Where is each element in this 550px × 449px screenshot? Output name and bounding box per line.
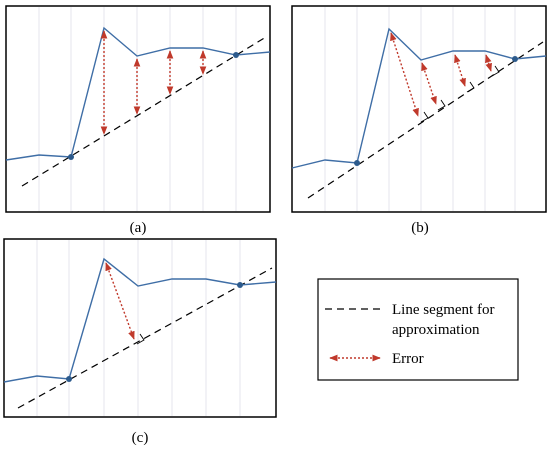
legend-line-label-1: Line segment for (392, 302, 494, 318)
right-angle-marker-icon (420, 65, 500, 123)
panel-c-gridlines (36, 240, 241, 416)
panel-b-error-arrow (421, 62, 437, 105)
panel-b-error-arrow (485, 54, 492, 72)
panel-c: (c) (3, 238, 277, 446)
panel-b-caption: (b) (411, 220, 429, 236)
panel-c-series-line (3, 257, 277, 383)
legend-line-label-2: approximation (392, 322, 480, 338)
panel-b-error-arrow (390, 32, 419, 117)
panel-b: (b) (291, 5, 547, 236)
panel-b-end-point (512, 56, 518, 62)
panel-a-series-line (5, 26, 271, 161)
panel-c-end-point (237, 282, 243, 288)
panel-b-series-line (291, 27, 547, 169)
panel-b-gridlines (324, 7, 516, 211)
panel-a-frame (5, 5, 271, 213)
panel-b-error-arrow (454, 54, 466, 87)
panel-c-frame (3, 238, 277, 418)
legend-box (317, 278, 519, 381)
panel-b-error-arrows (390, 32, 492, 117)
panel-a: (a) (5, 5, 271, 236)
panel-c-error-arrow (105, 262, 135, 340)
panel-b-start-point (354, 160, 360, 166)
panel-a-error-arrows (100, 30, 207, 135)
right-angle-marker-icon (136, 333, 145, 345)
legend: Line segment for approximation Error (317, 278, 519, 381)
panel-c-start-point (66, 376, 72, 382)
panel-a-end-point (233, 52, 239, 58)
panel-c-approximation-line (17, 267, 273, 409)
legend-error-label: Error (392, 351, 424, 367)
panel-a-caption: (a) (130, 220, 147, 236)
panel-c-caption: (c) (132, 430, 149, 446)
panel-b-frame (291, 5, 547, 213)
panel-a-start-point (68, 154, 74, 160)
